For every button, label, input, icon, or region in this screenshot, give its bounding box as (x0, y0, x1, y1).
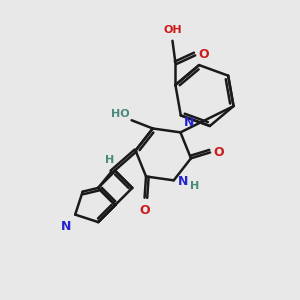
Text: N: N (61, 220, 72, 233)
Text: HO: HO (111, 109, 129, 119)
Text: O: O (198, 47, 209, 61)
Text: H: H (105, 155, 115, 165)
Text: OH: OH (163, 26, 182, 35)
Text: N: N (178, 175, 188, 188)
Text: H: H (190, 181, 199, 191)
Text: O: O (139, 204, 150, 217)
Text: N: N (184, 116, 194, 129)
Text: O: O (214, 146, 224, 159)
